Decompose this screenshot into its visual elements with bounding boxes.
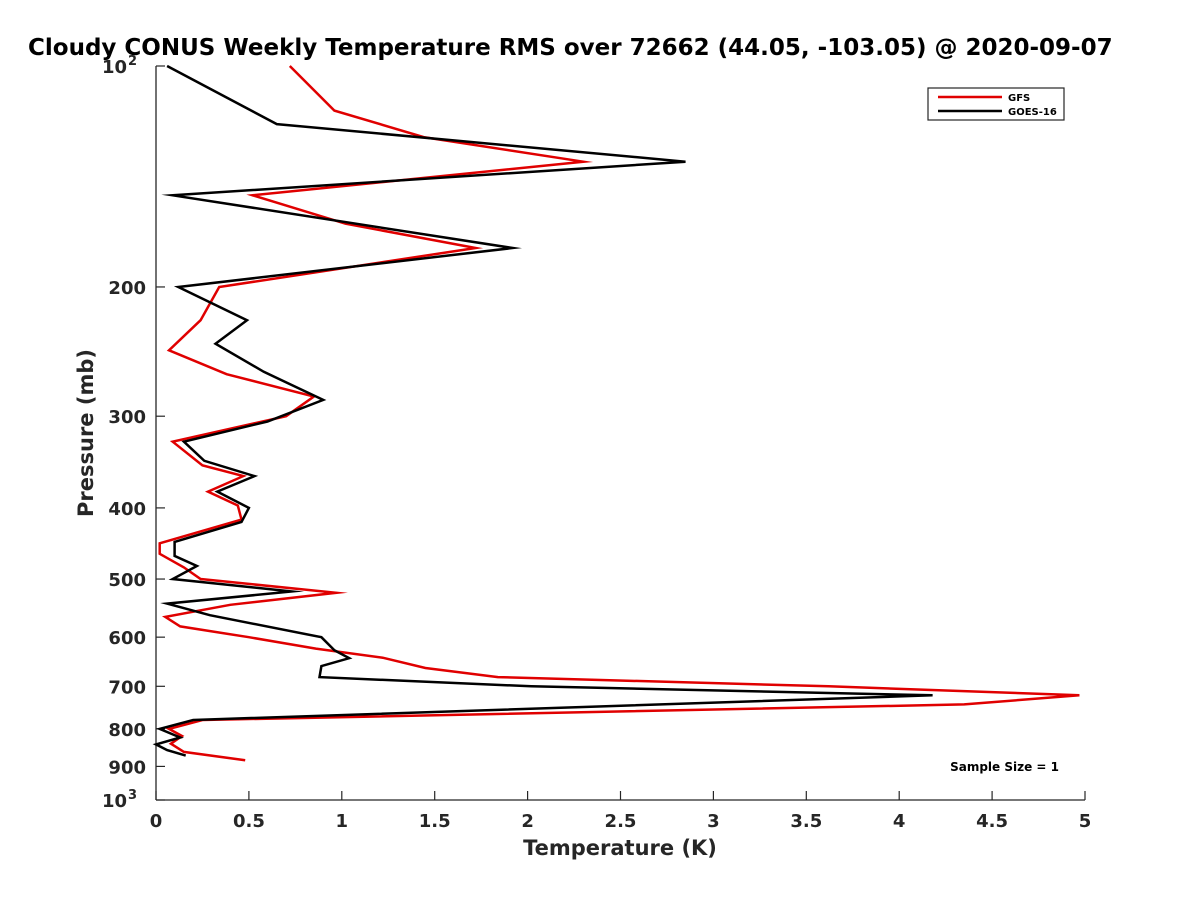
y-tick-label: 200 [108,278,146,299]
y-tick-label: 800 [108,720,146,741]
x-tick-label: 2.5 [605,811,637,832]
x-tick-label: 1.5 [419,811,451,832]
x-tick-label: 1 [336,811,349,832]
legend: GFS GOES-16 [927,87,1065,121]
x-axis-label: Temperature (K) [523,836,717,860]
y-tick-label: 10 [102,57,127,78]
legend-label: GFS [1008,93,1030,104]
x-tick-label: 4 [893,811,906,832]
x-tick-label: 3.5 [790,811,822,832]
x-tick-label: 3 [707,811,720,832]
sample-size-annotation: Sample Size = 1 [950,760,1059,774]
y-tick-label: 300 [108,407,146,428]
x-tick-label: 0.5 [233,811,265,832]
y-tick-exponent: 3 [128,788,137,803]
y-tick-label: 400 [108,499,146,520]
y-tick-label: 600 [108,628,146,649]
y-axis-label: Pressure (mb) [74,349,98,517]
series-line-goes-16 [152,64,933,757]
x-tick-label: 5 [1079,811,1092,832]
y-tick-label: 10 [102,791,127,812]
legend-box [927,87,1065,121]
y-tick-exponent: 2 [128,54,137,69]
x-tick-label: 4.5 [976,811,1008,832]
x-tick-label: 2 [521,811,534,832]
series-line-gfs [158,65,1080,762]
axis-ticks: 0 0.5 1 1.5 2 2.5 3 3.5 4 4.5 510 22003004005006007… [102,54,1091,832]
legend-label: GOES-16 [1008,107,1057,118]
chart-title: Cloudy CONUS Weekly Temperature RMS over… [28,35,1113,61]
y-tick-label: 500 [108,570,146,591]
y-tick-label: 900 [108,757,146,778]
y-tick-label: 700 [108,677,146,698]
x-tick-label: 0 [150,811,163,832]
series-lines [152,64,1080,762]
